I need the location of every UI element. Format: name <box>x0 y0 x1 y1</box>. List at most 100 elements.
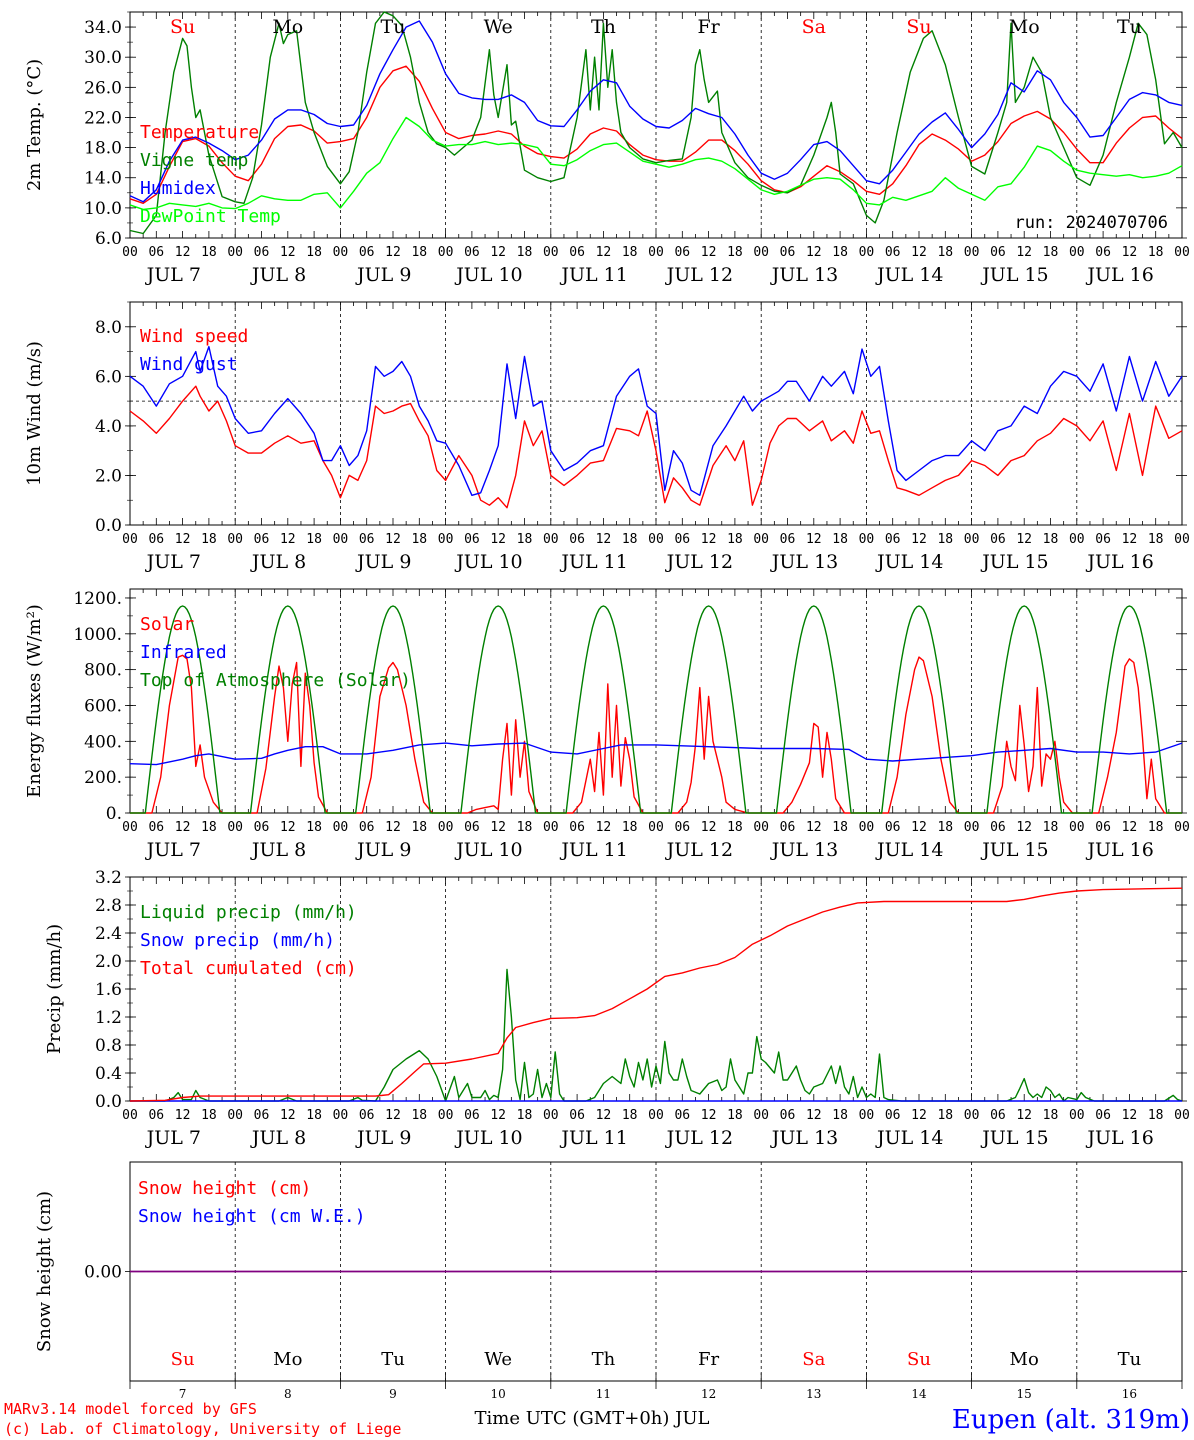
legend-entry: DewPoint Temp <box>140 206 281 227</box>
weekday-label: Th <box>591 16 616 38</box>
y-tick-label: 18.0 <box>84 139 122 159</box>
hour-tick-label: 12 <box>1122 1108 1138 1123</box>
hour-tick-label: 18 <box>1043 1108 1059 1123</box>
hour-tick-label: 18 <box>1148 1108 1164 1123</box>
y-tick-label: 2.8 <box>95 896 122 916</box>
legend-entry: Snow precip (mm/h) <box>140 930 335 951</box>
day-label: JUL 12 <box>665 264 733 286</box>
weekday-label: Tu <box>381 1349 405 1370</box>
y-tick-label: 0.0 <box>95 1092 122 1112</box>
hour-tick-label: 06 <box>1095 820 1111 835</box>
hour-tick-label: 06 <box>990 820 1006 835</box>
day-number-label: 14 <box>911 1387 927 1401</box>
hour-tick-label: 12 <box>175 820 191 835</box>
day-number-label: 16 <box>1122 1387 1137 1401</box>
y-tick-label: 26.0 <box>84 78 122 98</box>
hour-tick-label: 00 <box>438 1108 454 1123</box>
hour-tick-label: 00 <box>122 1108 138 1123</box>
weekday-label: Fr <box>697 16 720 38</box>
hour-tick-label: 06 <box>464 532 480 547</box>
series-line-wind-speed <box>129 385 1183 509</box>
legend-entry: Vigne temp <box>140 150 248 171</box>
weekday-label: Su <box>170 16 195 38</box>
hour-tick-label: 00 <box>964 1108 980 1123</box>
hour-tick-label: 06 <box>359 1108 375 1123</box>
hour-tick-label: 12 <box>701 532 717 547</box>
weekday-label: Su <box>171 1349 195 1370</box>
day-label: JUL 15 <box>980 551 1048 573</box>
legend-entry: Wind speed <box>140 326 248 347</box>
hour-tick-label: 06 <box>569 1108 585 1123</box>
day-label: JUL 8 <box>250 264 306 286</box>
y-tick-label: 2.0 <box>95 466 122 486</box>
hour-tick-label: 00 <box>859 245 875 260</box>
y-axis-label: Energy fluxes (W/m²) <box>24 604 45 798</box>
day-number-label: 9 <box>389 1387 397 1401</box>
y-tick-label: 0.0 <box>95 516 122 536</box>
hour-tick-label: 12 <box>1122 245 1138 260</box>
hour-tick-label: 18 <box>622 1108 638 1123</box>
day-label: JUL 12 <box>665 839 733 861</box>
hour-tick-label: 18 <box>832 532 848 547</box>
hour-tick-label: 00 <box>333 532 349 547</box>
hour-tick-label: 06 <box>885 532 901 547</box>
hour-tick-label: 00 <box>227 245 243 260</box>
day-label: JUL 13 <box>770 264 838 286</box>
hour-tick-label: 00 <box>438 532 454 547</box>
day-label: JUL 8 <box>250 839 306 861</box>
day-number-label: 13 <box>806 1387 821 1401</box>
day-label: JUL 10 <box>454 551 522 573</box>
footer-lab: (c) Lab. of Climatology, University of L… <box>4 1420 401 1438</box>
footer-model: MARv3.14 model forced by GFS <box>4 1400 257 1418</box>
series-line-wind-gust <box>129 345 1183 496</box>
hour-tick-label: 12 <box>701 820 717 835</box>
hour-tick-label: 00 <box>964 820 980 835</box>
hour-tick-label: 12 <box>596 820 612 835</box>
day-label: JUL 9 <box>355 839 411 861</box>
hour-tick-label: 12 <box>806 820 822 835</box>
hour-tick-label: 12 <box>1122 532 1138 547</box>
run-label: run: 2024070706 <box>1014 213 1168 233</box>
hour-tick-label: 12 <box>385 820 401 835</box>
y-tick-label: 30.0 <box>84 48 122 68</box>
weekday-label: Tu <box>1118 1349 1142 1370</box>
hour-tick-label: 12 <box>280 1108 296 1123</box>
hour-tick-label: 12 <box>701 1108 717 1123</box>
hour-tick-label: 18 <box>306 532 322 547</box>
series-line-top-of-atmosphere-solar <box>130 605 1182 814</box>
hour-tick-label: 00 <box>543 1108 559 1123</box>
hour-tick-label: 00 <box>333 245 349 260</box>
hour-tick-label: 12 <box>806 1108 822 1123</box>
day-label: JUL 7 <box>145 551 201 573</box>
hour-tick-label: 18 <box>201 1108 217 1123</box>
weekday-label: Tu <box>381 16 406 38</box>
hour-tick-label: 00 <box>964 532 980 547</box>
day-label: JUL 14 <box>875 1127 943 1149</box>
location-label: Eupen (alt. 319m) <box>952 1405 1190 1435</box>
hour-tick-label: 18 <box>517 820 533 835</box>
hour-tick-label: 12 <box>280 245 296 260</box>
hour-tick-label: 00 <box>1174 1108 1190 1123</box>
hour-tick-label: 12 <box>911 532 927 547</box>
hour-tick-label: 00 <box>333 1108 349 1123</box>
hour-tick-label: 18 <box>517 532 533 547</box>
weekday-label: We <box>484 1349 512 1370</box>
weekday-label: We <box>484 16 513 38</box>
day-label: JUL 9 <box>355 551 411 573</box>
day-label: JUL 14 <box>875 839 943 861</box>
hour-tick-label: 18 <box>832 245 848 260</box>
y-tick-label: 1.2 <box>95 1008 122 1028</box>
hour-tick-label: 18 <box>517 1108 533 1123</box>
y-tick-label: 2.0 <box>95 952 122 972</box>
hour-tick-label: 00 <box>543 532 559 547</box>
hour-tick-label: 00 <box>543 820 559 835</box>
hour-tick-label: 18 <box>1043 245 1059 260</box>
day-number-label: 7 <box>179 1387 187 1401</box>
weekday-label: Mo <box>272 16 303 38</box>
hour-tick-label: 00 <box>438 245 454 260</box>
hour-tick-label: 12 <box>806 245 822 260</box>
hour-tick-label: 00 <box>227 820 243 835</box>
day-label: JUL 11 <box>559 551 627 573</box>
weekday-label: Su <box>906 16 931 38</box>
hour-tick-label: 00 <box>122 245 138 260</box>
